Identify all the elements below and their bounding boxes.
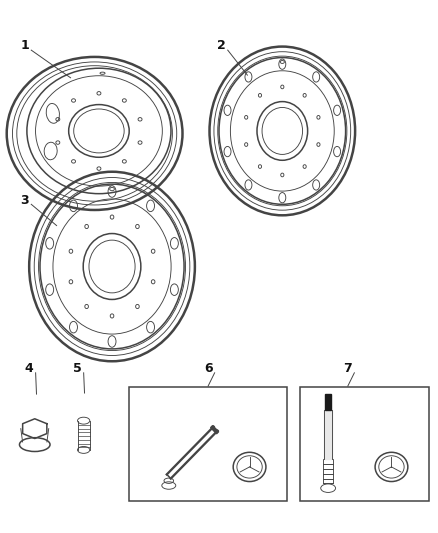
Text: 5: 5 <box>73 362 81 375</box>
Text: 7: 7 <box>343 362 352 375</box>
Polygon shape <box>324 409 332 459</box>
Polygon shape <box>325 393 331 409</box>
Polygon shape <box>211 425 219 434</box>
Text: 2: 2 <box>217 39 226 52</box>
Text: 4: 4 <box>25 362 33 375</box>
Text: 3: 3 <box>21 193 29 207</box>
Text: 1: 1 <box>20 39 29 52</box>
Text: 6: 6 <box>204 362 212 375</box>
